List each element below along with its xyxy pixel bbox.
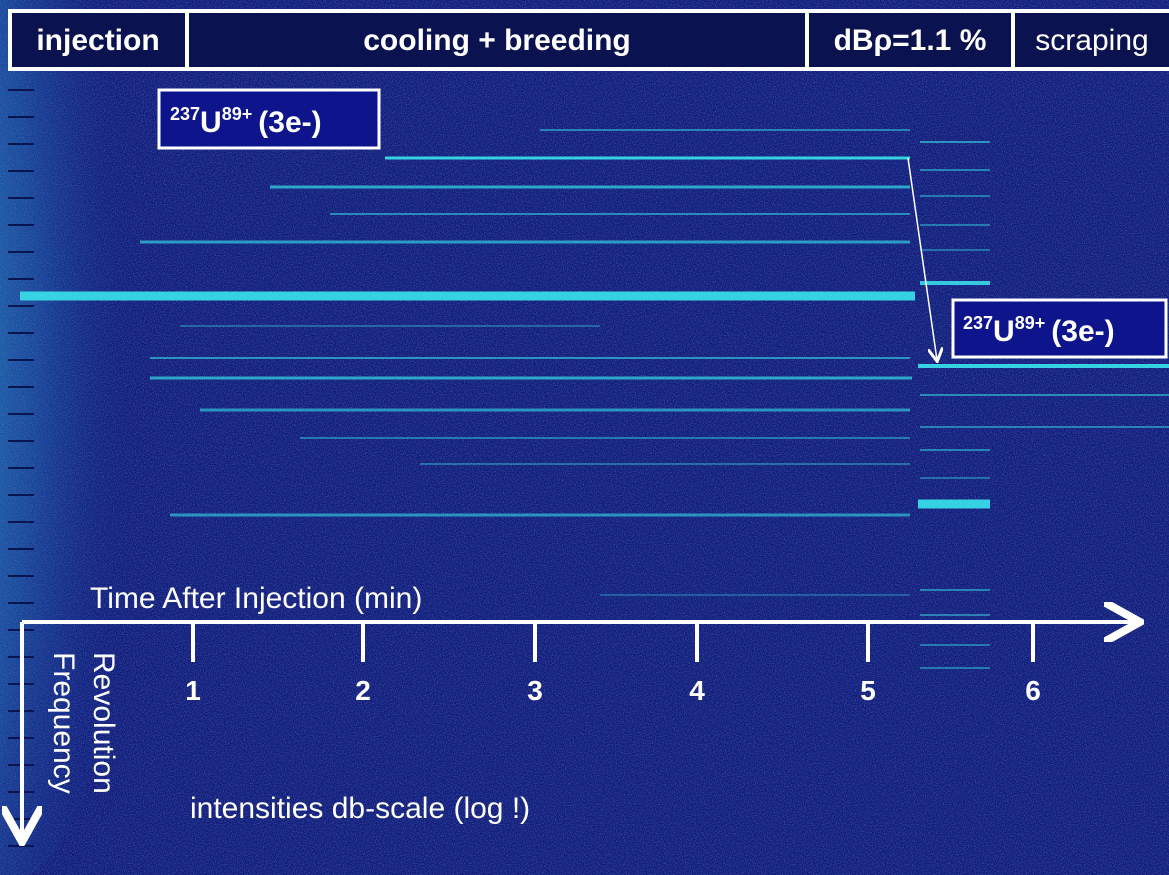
element: U <box>993 315 1015 348</box>
ion-label-box <box>951 298 1168 359</box>
header-cell <box>189 13 805 67</box>
frequency-axis-title: Revolution <box>87 652 120 794</box>
spectral-lines <box>20 129 1169 669</box>
header-cell <box>1015 13 1169 67</box>
time-tick-label: 1 <box>185 675 201 706</box>
injection-glow <box>0 0 140 875</box>
header-text: dBρ=1.1 % <box>834 24 987 57</box>
header-text: cooling + breeding <box>363 24 631 57</box>
ion-label: 237U89+ (3e-) <box>170 104 322 139</box>
frequency-axis-title: Frequency <box>47 652 80 794</box>
header-text: injection <box>36 24 159 57</box>
time-tick-label: 6 <box>1025 675 1041 706</box>
suffix: (3e-) <box>1051 315 1114 348</box>
header-cell <box>809 13 1011 67</box>
element: U <box>200 106 222 139</box>
ion-label-box <box>157 88 381 150</box>
header-text: scraping <box>1035 24 1148 57</box>
time-tick-label: 3 <box>527 675 543 706</box>
shift-arrow <box>907 157 937 360</box>
suffix: (3e-) <box>258 106 321 139</box>
ion-label: 237U89+ (3e-) <box>963 313 1115 348</box>
time-tick-label: 2 <box>355 675 371 706</box>
time-axis-title: Time After Injection (min) <box>90 582 422 615</box>
mass: 237 <box>170 104 200 124</box>
time-ticks: 1 2 3 4 5 6 <box>185 622 1041 706</box>
time-tick-label: 5 <box>860 675 876 706</box>
time-tick-label: 4 <box>689 675 705 706</box>
mass: 237 <box>963 313 993 333</box>
charge: 89+ <box>1015 313 1046 333</box>
charge: 89+ <box>222 104 253 124</box>
note: intensities db-scale (log !) <box>190 792 530 825</box>
header-cell <box>12 13 185 67</box>
